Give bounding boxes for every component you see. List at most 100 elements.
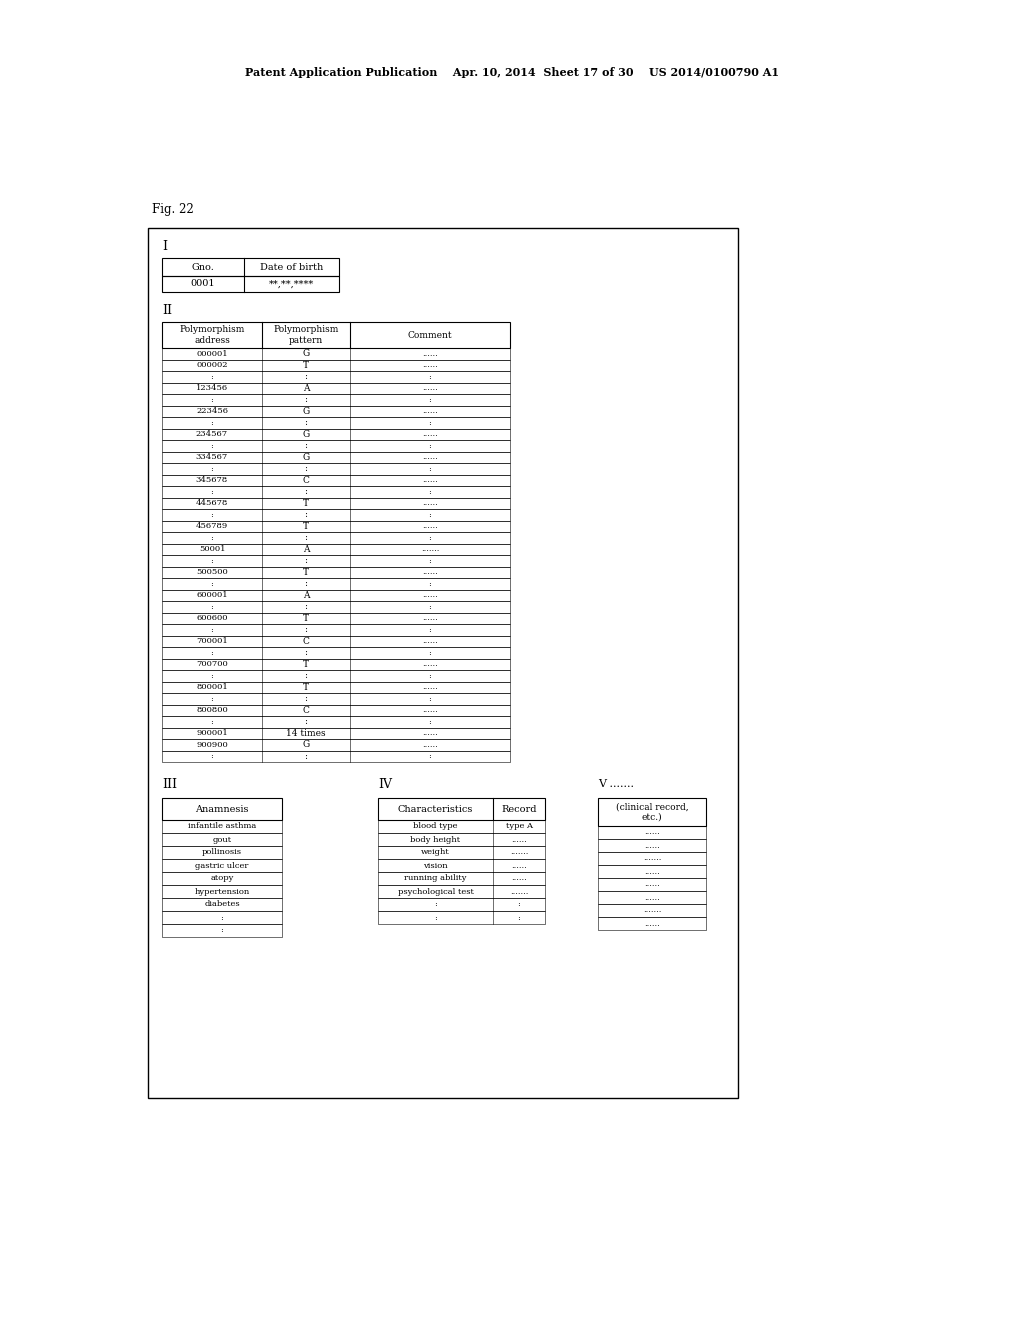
Text: :: : <box>304 579 307 589</box>
Text: :: : <box>429 603 431 611</box>
Text: ......: ...... <box>422 453 438 461</box>
Text: I: I <box>162 239 167 252</box>
Text: T: T <box>303 682 309 692</box>
Bar <box>162 359 510 371</box>
Bar <box>162 429 510 440</box>
Text: ......: ...... <box>422 614 438 622</box>
Text: 456789: 456789 <box>196 523 228 531</box>
Text: ......: ...... <box>422 430 438 438</box>
Bar <box>598 799 706 826</box>
Bar <box>162 859 282 873</box>
Bar <box>162 671 510 681</box>
Text: ......: ...... <box>422 706 438 714</box>
Text: blood type: blood type <box>414 822 458 830</box>
Text: 000001: 000001 <box>197 350 227 358</box>
Bar <box>162 846 282 859</box>
Text: :: : <box>434 900 437 908</box>
Text: :: : <box>429 465 431 473</box>
Text: ......: ...... <box>422 499 438 507</box>
Bar <box>162 510 510 520</box>
Text: diabetes: diabetes <box>204 900 240 908</box>
Bar <box>162 820 282 833</box>
Text: :: : <box>304 672 307 680</box>
Text: G: G <box>302 407 309 416</box>
Text: 600600: 600600 <box>197 614 227 622</box>
Text: 234567: 234567 <box>196 430 228 438</box>
Text: :: : <box>304 648 307 657</box>
Text: 800800: 800800 <box>197 706 228 714</box>
Text: 223456: 223456 <box>196 408 228 416</box>
Bar <box>378 833 545 846</box>
Text: A: A <box>303 591 309 599</box>
Text: :: : <box>429 648 431 657</box>
Text: :: : <box>211 579 213 587</box>
Text: .......: ....... <box>510 849 528 857</box>
Text: T: T <box>303 360 309 370</box>
Text: ......: ...... <box>644 880 659 888</box>
Text: ......: ...... <box>422 408 438 416</box>
Text: :: : <box>211 418 213 426</box>
Text: :: : <box>304 511 307 519</box>
Bar <box>162 612 510 624</box>
Bar <box>598 891 706 904</box>
Text: ......: ...... <box>422 684 438 692</box>
Text: :: : <box>304 395 307 404</box>
Text: :: : <box>211 511 213 519</box>
Bar <box>378 859 545 873</box>
Text: :: : <box>429 694 431 702</box>
Text: ......: ...... <box>422 591 438 599</box>
Text: weight: weight <box>421 849 450 857</box>
Bar <box>162 873 282 884</box>
Bar <box>162 833 282 846</box>
Text: G: G <box>302 350 309 358</box>
Bar <box>162 532 510 544</box>
Text: vision: vision <box>423 862 447 870</box>
Text: ......: ...... <box>644 920 659 928</box>
Bar <box>162 624 510 635</box>
Text: :: : <box>434 913 437 921</box>
Text: ......: ...... <box>422 568 438 577</box>
Text: 900001: 900001 <box>197 729 228 738</box>
Text: psychological test: psychological test <box>397 887 473 895</box>
Text: :: : <box>429 672 431 680</box>
Bar <box>162 601 510 612</box>
Text: :: : <box>211 694 213 702</box>
Text: ......: ...... <box>644 842 659 850</box>
Text: T: T <box>303 568 309 577</box>
Text: :: : <box>304 556 307 565</box>
Bar <box>162 681 510 693</box>
Text: .......: ....... <box>643 907 662 915</box>
Text: ......: ...... <box>644 829 659 837</box>
Text: G: G <box>302 453 309 462</box>
Text: :: : <box>211 442 213 450</box>
Text: Polymorphism
address: Polymorphism address <box>179 325 245 345</box>
Text: pollinosis: pollinosis <box>202 849 242 857</box>
Bar <box>162 257 339 276</box>
Text: 345678: 345678 <box>196 477 228 484</box>
Bar <box>162 635 510 647</box>
Text: V .......: V ....... <box>598 779 634 789</box>
Text: Fig. 22: Fig. 22 <box>152 203 194 216</box>
Text: :: : <box>429 442 431 450</box>
Text: :: : <box>211 396 213 404</box>
Text: Polymorphism
pattern: Polymorphism pattern <box>273 325 339 345</box>
Text: 14 times: 14 times <box>286 729 326 738</box>
Text: :: : <box>429 533 431 541</box>
Text: **,**,****: **,**,**** <box>269 280 314 289</box>
Bar <box>162 405 510 417</box>
Text: Anamnesis: Anamnesis <box>196 804 249 813</box>
Text: :: : <box>211 718 213 726</box>
Bar <box>162 727 510 739</box>
Text: :: : <box>304 602 307 611</box>
Bar <box>378 884 545 898</box>
Text: :: : <box>429 511 431 519</box>
Text: C: C <box>302 475 309 484</box>
Text: 334567: 334567 <box>196 453 228 461</box>
Text: :: : <box>304 717 307 726</box>
Text: :: : <box>517 900 520 908</box>
Text: :: : <box>211 648 213 657</box>
Bar <box>162 884 282 898</box>
Bar <box>598 826 706 840</box>
Text: :: : <box>304 441 307 450</box>
Bar <box>162 451 510 463</box>
